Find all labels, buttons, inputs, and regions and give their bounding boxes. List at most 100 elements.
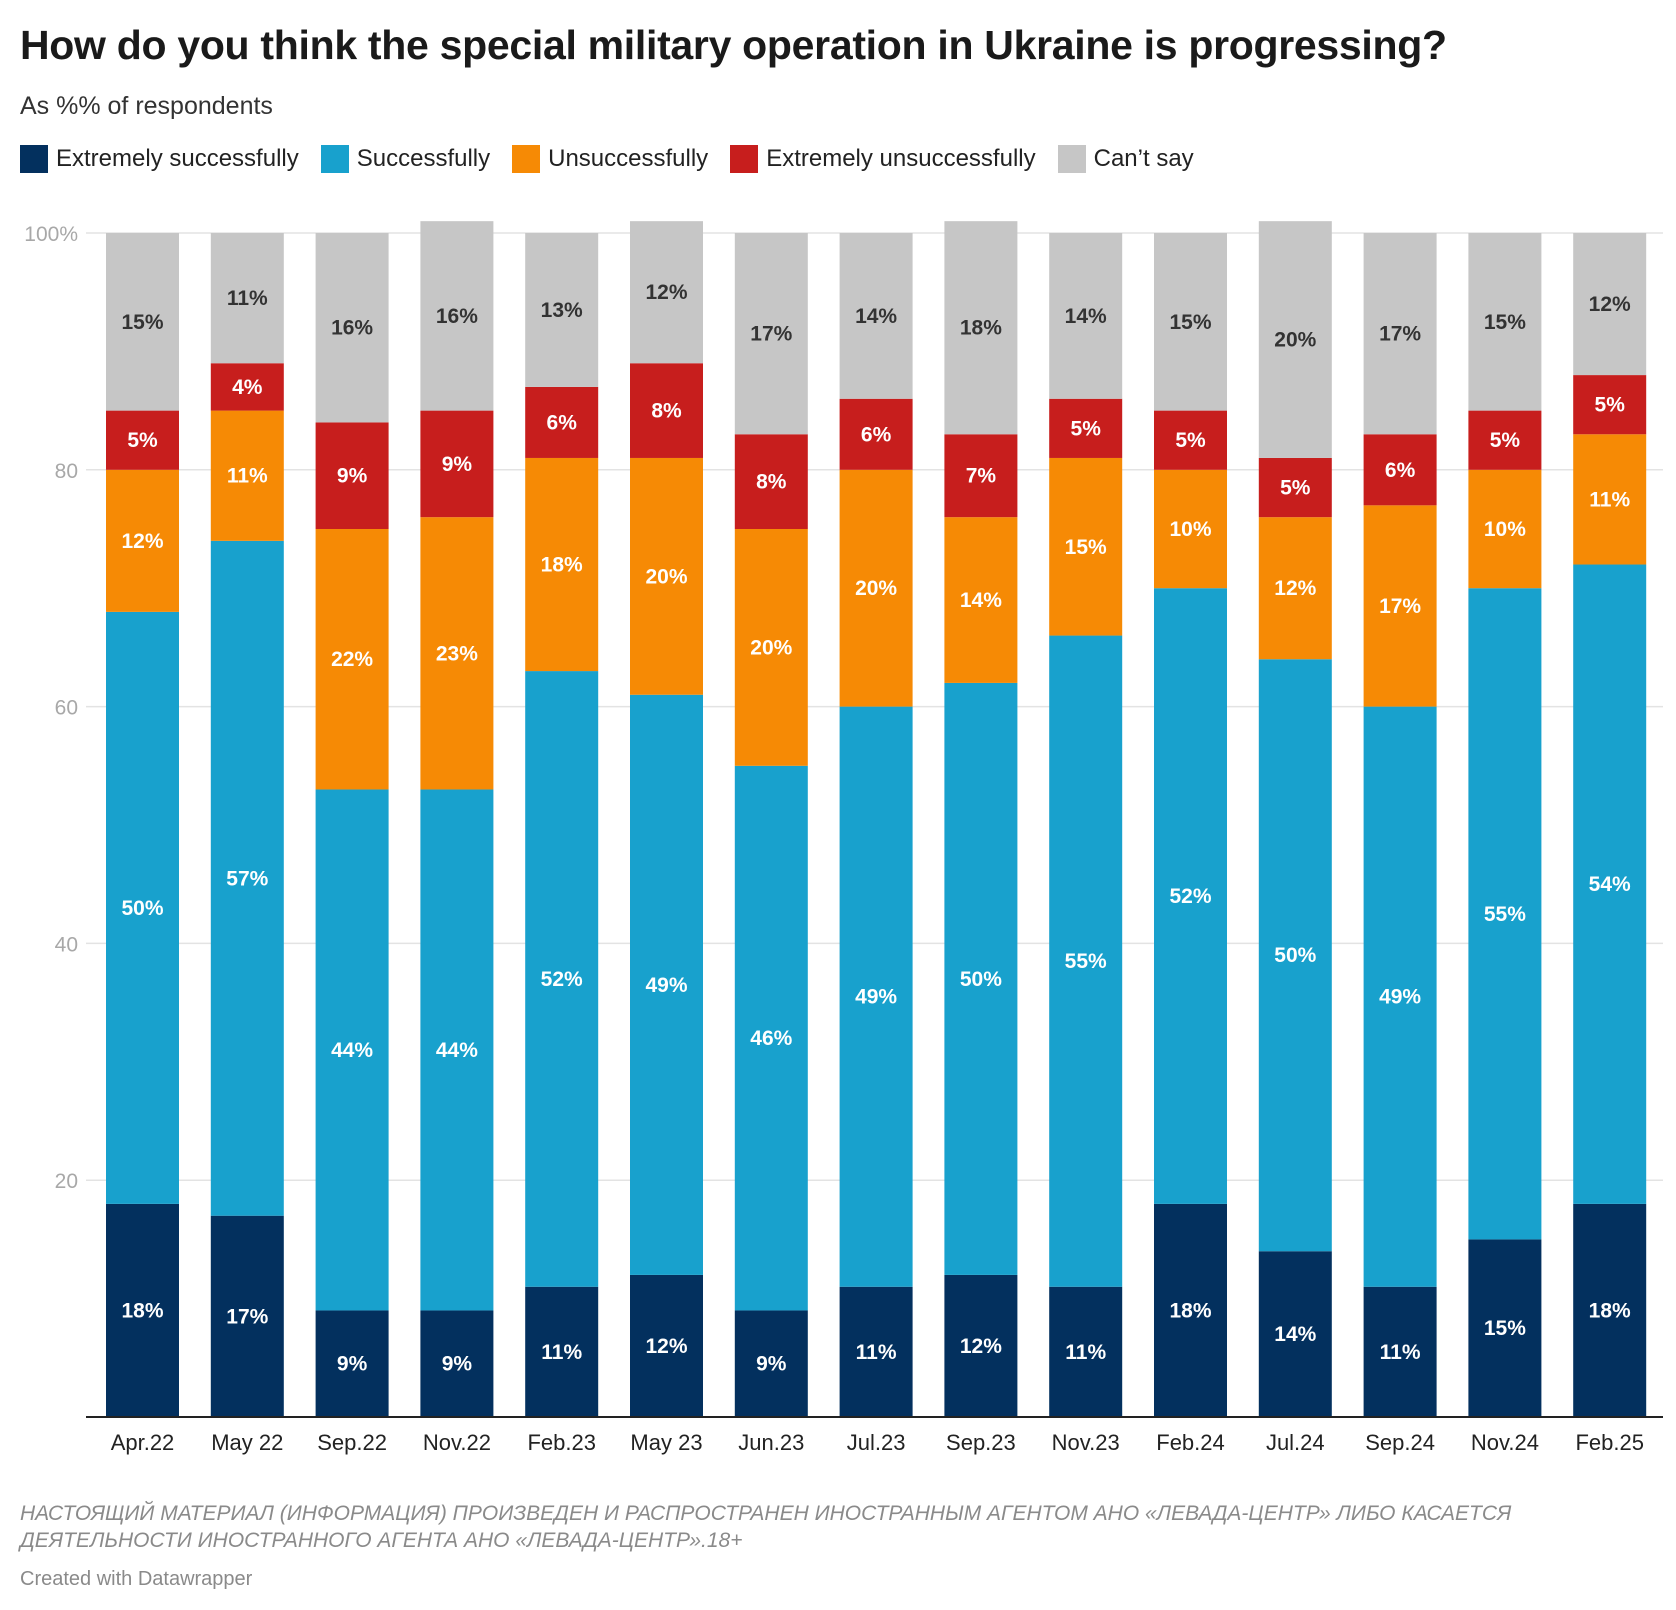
data-label: 11% [856, 1341, 897, 1364]
legend-swatch [730, 145, 759, 173]
data-label: 49% [1379, 986, 1421, 1009]
data-label: 6% [547, 411, 578, 434]
data-label: 18% [960, 317, 1002, 340]
data-label: 44% [436, 1039, 478, 1062]
bar-segment [630, 1274, 703, 1417]
bar-segment [1154, 469, 1227, 589]
bar-segment [315, 233, 389, 423]
legend-label: Unsuccessfully [548, 145, 709, 172]
legend-swatch [1057, 145, 1086, 173]
bar-segment [734, 233, 808, 435]
data-label: 16% [331, 317, 373, 340]
data-label: 15% [1484, 1317, 1526, 1340]
data-label: 12% [121, 530, 163, 553]
x-tick-label: May 23 [630, 1430, 702, 1455]
datawrapper-credit: Created with Datawrapper [20, 1568, 253, 1590]
foreign-agent-notice: НАСТОЯЩИЙ МАТЕРИАЛ (ИНФОРМАЦИЯ) ПРОИЗВЕД… [20, 1502, 1512, 1552]
bar-segment [106, 611, 179, 1204]
legend-label: Successfully [356, 145, 491, 172]
data-label: 12% [645, 281, 687, 304]
bar-segment [420, 410, 494, 518]
bar-segment [734, 434, 808, 529]
data-label: 18% [541, 554, 583, 577]
bar-segment [1363, 233, 1437, 435]
x-tick-label: Jul.24 [1266, 1430, 1325, 1455]
data-label: 55% [1484, 903, 1526, 926]
bar-segment [944, 517, 1018, 683]
x-tick-label: Feb.25 [1575, 1430, 1644, 1455]
x-tick-label: Sep.24 [1365, 1430, 1435, 1455]
data-label: 4% [232, 376, 263, 399]
data-label: 9% [337, 1353, 368, 1376]
bar-segment [1154, 233, 1227, 411]
legend-label: Extremely unsuccessfully [766, 145, 1036, 172]
data-label: 20% [855, 577, 897, 600]
data-label: 11% [1380, 1341, 1421, 1364]
data-label: 9% [442, 453, 473, 476]
data-label: 13% [541, 299, 583, 322]
data-label: 23% [436, 642, 478, 665]
data-label: 17% [1379, 595, 1421, 618]
bar-segment [1258, 517, 1332, 660]
bar-segment [315, 1310, 389, 1417]
bar-segment [420, 789, 494, 1311]
legend-label: Extremely successfully [56, 145, 299, 172]
bar-segment [1258, 1251, 1332, 1417]
bar-segment [1468, 1239, 1542, 1417]
data-label: 5% [1595, 394, 1626, 417]
data-label: 54% [1589, 873, 1631, 896]
x-tick-label: Sep.23 [946, 1430, 1016, 1455]
data-label: 15% [1169, 311, 1211, 334]
bar-segment [839, 706, 913, 1287]
x-tick-label: Nov.23 [1052, 1430, 1120, 1455]
data-label: 17% [226, 1305, 268, 1328]
bar-segment [1573, 233, 1647, 376]
y-tick-label: 40 [55, 933, 78, 956]
data-label: 44% [331, 1039, 373, 1062]
chart-title: How do you think the special military op… [20, 22, 1447, 68]
data-label: 11% [1589, 488, 1630, 511]
bar-segment [1258, 221, 1332, 458]
bar-segment [630, 363, 703, 458]
data-label: 5% [1490, 429, 1521, 452]
data-label: 5% [1280, 477, 1311, 500]
bar-segment [525, 1286, 599, 1417]
x-tick-label: Jul.23 [847, 1430, 906, 1455]
x-tick-label: Nov.22 [423, 1430, 491, 1455]
bar-segment [1468, 469, 1542, 589]
bar-segment [1468, 588, 1542, 1240]
bar-segment [210, 1215, 284, 1417]
bar-segment [210, 410, 284, 541]
bar-segment [734, 765, 808, 1311]
data-label: 5% [127, 429, 158, 452]
bar-segment [1573, 564, 1647, 1204]
bar-segment [1049, 635, 1123, 1287]
bar-segment [525, 457, 599, 672]
bar-segment [1049, 398, 1123, 458]
legend-label: Can’t say [1093, 145, 1194, 172]
legend-item-unsuccessfully: Unsuccessfully [512, 145, 708, 173]
data-label: 5% [1175, 429, 1206, 452]
legend-swatch [320, 145, 349, 173]
bar-segment [210, 233, 284, 364]
data-label: 14% [1065, 305, 1107, 328]
bar-segment [839, 469, 913, 707]
bar-segment [315, 422, 389, 529]
bar-segment [1049, 457, 1123, 636]
data-label: 12% [1274, 577, 1316, 600]
bar-segment [944, 434, 1018, 518]
bar-segment [106, 233, 179, 411]
bar-segment [315, 789, 389, 1311]
data-label: 10% [1169, 518, 1211, 541]
bar-segment [106, 1203, 179, 1417]
data-label: 18% [1169, 1299, 1211, 1322]
data-label: 11% [541, 1341, 582, 1364]
data-label: 50% [121, 897, 163, 920]
bar-segment [1363, 1286, 1437, 1417]
legend-item-extremely-successfully: Extremely successfully [20, 145, 299, 173]
chart-subtitle: As %% of respondents [20, 92, 273, 120]
legend-item-extremely-unsuccessfully: Extremely unsuccessfully [730, 145, 1036, 173]
data-label: 11% [227, 287, 268, 310]
bar-segment [839, 1286, 913, 1417]
bar-segment [1258, 457, 1332, 518]
